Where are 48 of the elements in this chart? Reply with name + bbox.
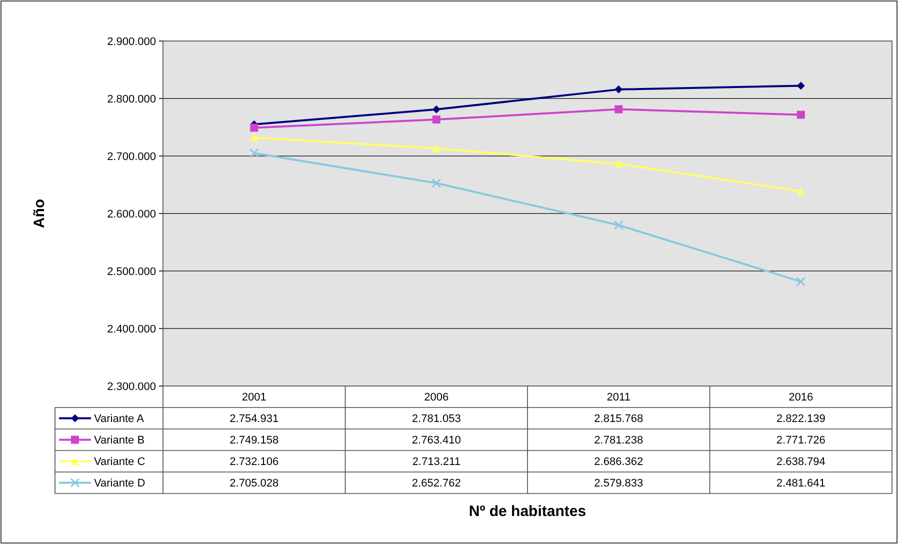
y-tick-label: 2.900.000 [107, 36, 156, 48]
data-label: 2.754.931 [230, 413, 279, 426]
x-tick-label: 2011 [606, 392, 630, 404]
x-tick-label: 2001 [242, 392, 266, 404]
legend-label: Variante A [94, 413, 145, 426]
legend-label: Variante C [94, 456, 146, 468]
point [432, 105, 440, 114]
y-tick-label: 2.300.000 [107, 380, 156, 393]
point [796, 276, 806, 286]
data-label: 2.771.726 [776, 434, 826, 447]
text: Nº de habitantes [468, 503, 586, 520]
point [796, 187, 805, 196]
data-label: 2.705.028 [230, 478, 279, 490]
data-label: 2.781.053 [412, 413, 461, 426]
point [432, 144, 440, 152]
data-label: 2.579.833 [594, 478, 644, 490]
y-tick-label: 2.600.000 [107, 208, 156, 220]
y-axis-title: Año [31, 198, 48, 228]
data-label: 2.749.158 [230, 434, 279, 447]
data-label: 2.652.762 [412, 478, 461, 490]
point [614, 85, 623, 94]
data-label: 2.815.768 [594, 413, 644, 426]
data-label: 2.686.362 [594, 456, 644, 468]
data-label: 2.822.139 [776, 413, 826, 426]
point [796, 82, 805, 90]
data-label: 2.713.211 [412, 456, 460, 468]
data-label: 2.732.106 [230, 456, 279, 468]
data-label: 2.781.238 [594, 434, 644, 447]
legend-label: Variante D [94, 478, 146, 490]
y-tick-label: 2.800.000 [107, 93, 156, 106]
data-label: 2.481.641 [776, 478, 826, 490]
point [614, 160, 623, 168]
point [250, 134, 258, 142]
point [250, 124, 258, 132]
y-tick-label: 2.500.000 [107, 266, 156, 278]
point [249, 148, 259, 158]
point [614, 105, 623, 114]
point [614, 220, 624, 230]
point [796, 110, 805, 119]
data-label: 2.763.410 [412, 434, 461, 447]
point [432, 178, 442, 188]
data-label: 2.638.794 [776, 456, 826, 468]
x-tick-label: 2006 [424, 392, 449, 404]
x-tick-label: 2016 [788, 392, 814, 404]
legend-label: Variante B [94, 434, 145, 447]
y-tick-label: 2.400.000 [107, 323, 156, 336]
point [432, 116, 440, 124]
y-tick-label: 2.700.000 [107, 150, 156, 163]
